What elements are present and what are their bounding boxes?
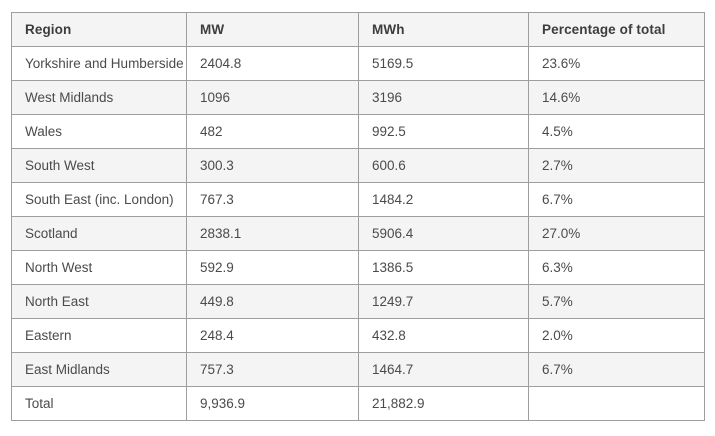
table-row: North West 592.9 1386.5 6.3%: [11, 250, 705, 285]
value-cell: 1249.7: [358, 284, 529, 319]
column-header-mwh: MWh: [358, 12, 529, 47]
header-row: Region MW MWh Percentage of total: [11, 12, 705, 47]
table-row: South West 300.3 600.6 2.7%: [11, 148, 705, 183]
value-cell: 23.6%: [528, 46, 705, 81]
value-cell: 5906.4: [358, 216, 529, 251]
value-cell: 21,882.9: [358, 386, 529, 421]
value-cell: 4.5%: [528, 114, 705, 149]
table-row: Eastern 248.4 432.8 2.0%: [11, 318, 705, 353]
value-cell: 1096: [186, 80, 359, 115]
value-cell: 767.3: [186, 182, 359, 217]
value-cell: 992.5: [358, 114, 529, 149]
value-cell: 1464.7: [358, 352, 529, 387]
region-cell: North East: [11, 284, 187, 319]
regions-energy-table: Region MW MWh Percentage of total Yorkshire…: [11, 12, 705, 421]
value-cell: [528, 386, 705, 421]
region-cell: Total: [11, 386, 187, 421]
value-cell: 248.4: [186, 318, 359, 353]
value-cell: 9,936.9: [186, 386, 359, 421]
value-cell: 300.3: [186, 148, 359, 183]
region-cell: Eastern: [11, 318, 187, 353]
table-row: North East 449.8 1249.7 5.7%: [11, 284, 705, 319]
region-cell: Yorkshire and Humberside: [11, 46, 187, 81]
region-cell: Wales: [11, 114, 187, 149]
table-row: Yorkshire and Humberside 2404.8 5169.5 23.6…: [11, 46, 705, 81]
value-cell: 1386.5: [358, 250, 529, 285]
value-cell: 432.8: [358, 318, 529, 353]
table-row: East Midlands 757.3 1464.7 6.7%: [11, 352, 705, 387]
table-row: Wales 482 992.5 4.5%: [11, 114, 705, 149]
value-cell: 27.0%: [528, 216, 705, 251]
column-header-region: Region: [11, 12, 187, 47]
value-cell: 2404.8: [186, 46, 359, 81]
value-cell: 5.7%: [528, 284, 705, 319]
value-cell: 14.6%: [528, 80, 705, 115]
table-body: Yorkshire and Humberside 2404.8 5169.5 23.6…: [11, 46, 705, 421]
value-cell: 3196: [358, 80, 529, 115]
value-cell: 2.0%: [528, 318, 705, 353]
regions-energy-table-container: Region MW MWh Percentage of total Yorkshire…: [11, 12, 705, 421]
value-cell: 592.9: [186, 250, 359, 285]
value-cell: 2.7%: [528, 148, 705, 183]
column-header-mw: MW: [186, 12, 359, 47]
value-cell: 6.7%: [528, 182, 705, 217]
value-cell: 6.7%: [528, 352, 705, 387]
table-header: Region MW MWh Percentage of total: [11, 12, 705, 47]
region-cell: West Midlands: [11, 80, 187, 115]
table-row: Scotland 2838.1 5906.4 27.0%: [11, 216, 705, 251]
value-cell: 600.6: [358, 148, 529, 183]
table-row: West Midlands 1096 3196 14.6%: [11, 80, 705, 115]
value-cell: 1484.2: [358, 182, 529, 217]
table-row: Total 9,936.9 21,882.9: [11, 386, 705, 421]
region-cell: South East (inc. London): [11, 182, 187, 217]
value-cell: 6.3%: [528, 250, 705, 285]
region-cell: East Midlands: [11, 352, 187, 387]
column-header-percentage-of-total: Percentage of total: [528, 12, 705, 47]
region-cell: North West: [11, 250, 187, 285]
value-cell: 5169.5: [358, 46, 529, 81]
region-cell: South West: [11, 148, 187, 183]
region-cell: Scotland: [11, 216, 187, 251]
value-cell: 449.8: [186, 284, 359, 319]
table-row: South East (inc. London) 767.3 1484.2 6.7%: [11, 182, 705, 217]
value-cell: 757.3: [186, 352, 359, 387]
value-cell: 2838.1: [186, 216, 359, 251]
value-cell: 482: [186, 114, 359, 149]
